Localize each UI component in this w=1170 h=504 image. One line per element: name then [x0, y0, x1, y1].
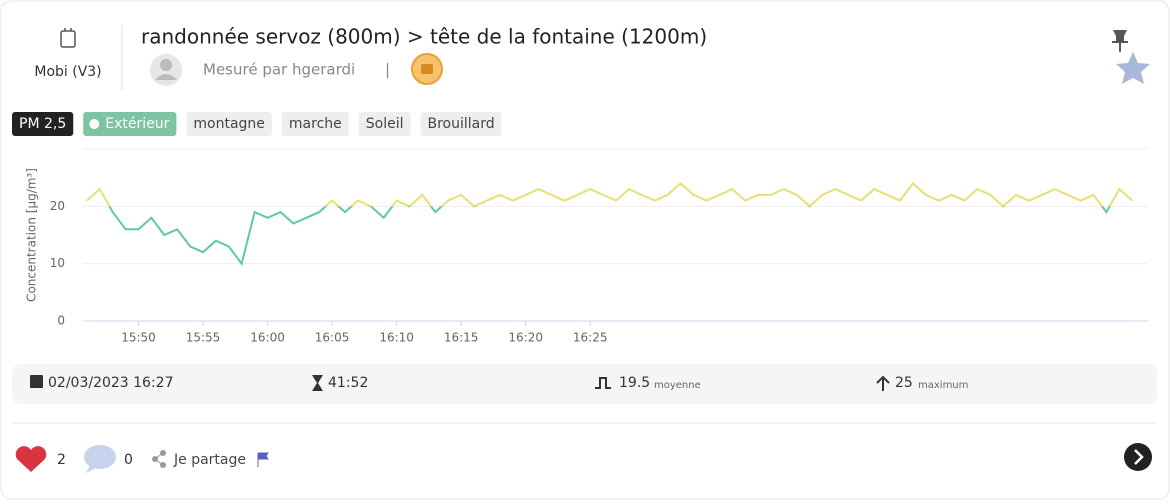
tag-label: Brouillard: [428, 116, 495, 132]
pin-icon[interactable]: [1112, 30, 1128, 53]
calendar-icon: [30, 375, 43, 388]
date: 02/03/2023 16:27: [48, 375, 174, 391]
x-tick-label: 16:00: [250, 331, 285, 345]
duration: 41:52: [328, 375, 368, 391]
tag[interactable]: [83, 112, 177, 136]
tag[interactable]: [281, 112, 349, 136]
comment-button[interactable]: [84, 445, 116, 469]
y-tick-label: 20: [50, 199, 65, 213]
report-flag[interactable]: [257, 452, 269, 467]
next-button[interactable]: [1124, 443, 1152, 471]
tag-icon: [89, 119, 100, 129]
tag[interactable]: [420, 112, 502, 136]
like-button[interactable]: [15, 446, 47, 472]
x-tick-label: 16:15: [444, 331, 479, 345]
tag[interactable]: [12, 112, 74, 136]
device-name: Mobi (V3): [34, 64, 101, 80]
tag-label: marche: [289, 116, 342, 132]
y-axis-title: Concentration [µg/m³]: [25, 168, 39, 302]
tag[interactable]: [358, 112, 411, 136]
tag-label: Extérieur: [105, 116, 169, 132]
stats-bar: [12, 364, 1157, 404]
tag-label: montagne: [193, 116, 265, 132]
max-icon: [876, 375, 890, 391]
avatar-head: [160, 59, 172, 71]
x-tick-label: 15:50: [121, 331, 156, 345]
likes-count: 2: [57, 452, 66, 468]
device-icon: [60, 28, 76, 48]
x-tick-label: 15:55: [186, 331, 221, 345]
data-line: [108, 206, 1111, 266]
maximum: 25: [895, 375, 913, 391]
avatar-body: [155, 74, 177, 80]
y-tick-label: 10: [50, 256, 65, 270]
average-icon: [595, 377, 611, 389]
maximum-label: maximum: [918, 380, 968, 391]
measured-by[interactable]: Mesuré par hgerardi: [203, 61, 355, 79]
y-tick-label: 0: [57, 314, 65, 328]
x-tick-label: 16:05: [315, 331, 350, 345]
badge-icon: [421, 64, 433, 74]
tag[interactable]: [186, 112, 272, 136]
x-tick-label: 16:25: [573, 331, 608, 345]
share-button[interactable]: Je partage: [173, 452, 246, 468]
average: 19.5: [619, 375, 650, 391]
comment-tail: [86, 465, 96, 473]
title[interactable]: randonnée servoz (800m) > tête de la fon…: [141, 25, 707, 49]
x-tick-label: 16:20: [508, 331, 543, 345]
tag-label: Soleil: [366, 116, 404, 132]
separator: |: [385, 61, 390, 79]
share-lines: [154, 452, 164, 466]
comments-count: 0: [124, 452, 133, 468]
tag-label: PM 2,5: [19, 116, 66, 132]
hourglass-icon: [312, 375, 323, 391]
x-tick-label: 16:10: [379, 331, 414, 345]
favorite-star[interactable]: [1116, 52, 1150, 84]
average-label: moyenne: [654, 380, 701, 391]
data-line: [86, 181, 1133, 207]
next-arrow: [1134, 449, 1144, 465]
